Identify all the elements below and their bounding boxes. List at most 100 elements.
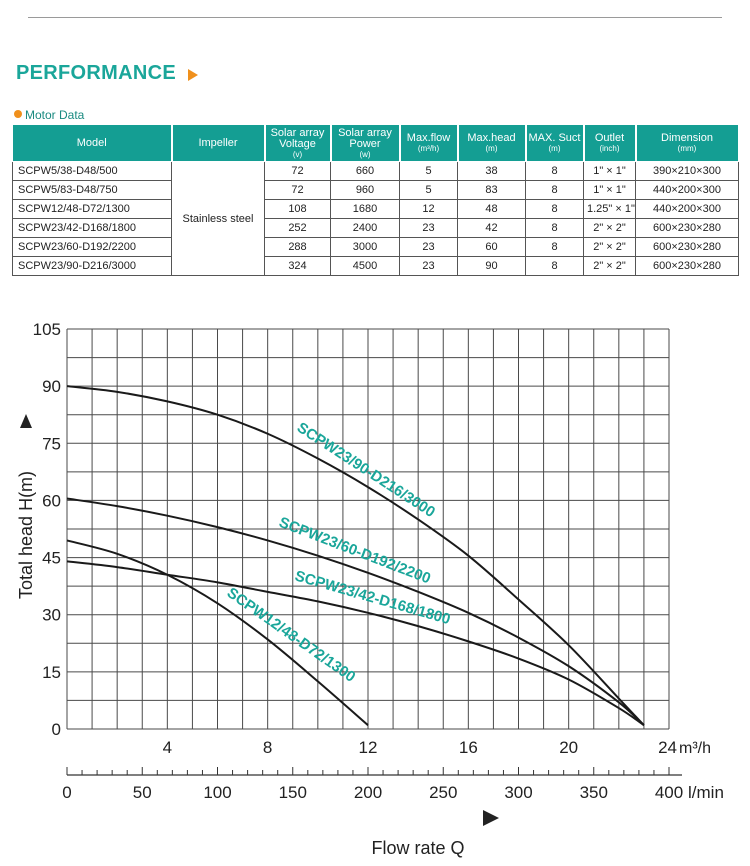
x-unit-top: m³/h	[679, 740, 711, 757]
y-tick-label: 75	[42, 434, 61, 453]
col-header-outlet: Outlet (inch)	[583, 124, 637, 162]
x-tick-label-lmin: 50	[133, 783, 152, 802]
cell-max-suct: 8	[525, 199, 584, 219]
y-tick-label: 60	[42, 491, 61, 510]
cell-power: 4500	[330, 256, 400, 276]
cell-power: 660	[330, 161, 400, 181]
y-tick-label: 105	[33, 320, 61, 339]
x-axis-label: Flow rate Q	[371, 838, 464, 858]
cell-max-suct: 8	[525, 256, 584, 276]
cell-max-suct: 8	[525, 161, 584, 181]
y-tick-label: 90	[42, 377, 61, 396]
x-tick-label-m3h: 16	[459, 738, 478, 757]
cell-max-flow: 12	[399, 199, 458, 219]
cell-max-suct: 8	[525, 180, 584, 200]
x-tick-label-m3h: 4	[163, 738, 172, 757]
cell-voltage: 252	[264, 218, 331, 238]
table-row: SCPW23/60-D192/2200 288 3000 23 60 8 2" …	[12, 237, 739, 257]
x-tick-label-m3h: 24	[658, 738, 677, 757]
cell-max-flow: 23	[399, 218, 458, 238]
performance-chart: 0 15 30 45 60 75 90 105 Total head H(m) 4 8 12 16 20 2…	[0, 300, 750, 866]
x-tick-label-lmin: 350	[580, 783, 608, 802]
y-axis-label: Total head H(m)	[16, 471, 36, 599]
x-axis-arrow-icon	[483, 810, 499, 826]
series-label: SCPW12/48-D72/1300	[224, 584, 359, 685]
page-title: PERFORMANCE	[16, 62, 176, 84]
y-tick-label: 45	[42, 549, 61, 568]
cell-power: 1680	[330, 199, 400, 219]
x-tick-label-lmin: 200	[354, 783, 382, 802]
y-tick-label: 30	[42, 606, 61, 625]
cell-voltage: 72	[264, 180, 331, 200]
cell-model: SCPW5/38-D48/500	[12, 161, 172, 181]
cell-dimension: 440×200×300	[635, 180, 739, 200]
top-divider	[28, 17, 722, 18]
table-row: SCPW12/48-D72/1300 108 1680 12 48 8 1.25…	[12, 199, 739, 219]
col-header-impeller: Impeller	[171, 124, 266, 162]
cell-max-head: 42	[457, 218, 526, 238]
bullet-dot-icon	[14, 109, 22, 118]
cell-model: SCPW12/48-D72/1300	[12, 199, 172, 219]
cell-max-head: 60	[457, 237, 526, 257]
col-header-voltage: Solar array Voltage (v)	[264, 124, 332, 162]
series-line	[66, 539, 369, 726]
col-header-max-suct: MAX. Suct (m)	[525, 124, 585, 162]
x-tick-label-lmin: 100	[203, 783, 231, 802]
cell-max-flow: 5	[399, 180, 458, 200]
x-tick-label-m3h: 8	[263, 738, 272, 757]
x-tick-label-lmin: 250	[429, 783, 457, 802]
table-row: SCPW23/42-D168/1800 252 2400 23 42 8 2" …	[12, 218, 739, 238]
cell-outlet: 1" × 1"	[583, 180, 636, 200]
cell-power: 2400	[330, 218, 400, 238]
motor-data-label: Motor Data	[14, 107, 84, 122]
motor-data-table: Model Impeller Solar array Voltage (v) So…	[12, 124, 740, 276]
col-header-max-head: Max.head (m)	[457, 124, 527, 162]
title-arrow-icon	[188, 69, 198, 81]
cell-voltage: 324	[264, 256, 331, 276]
cell-max-suct: 8	[525, 237, 584, 257]
cell-power: 960	[330, 180, 400, 200]
y-tick-label: 0	[52, 720, 61, 739]
cell-dimension: 600×230×280	[635, 237, 739, 257]
cell-impeller: Stainless steel	[171, 161, 265, 276]
cell-dimension: 440×200×300	[635, 199, 739, 219]
cell-power: 3000	[330, 237, 400, 257]
cell-model: SCPW23/60-D192/2200	[12, 237, 172, 257]
cell-outlet: 1.25" × 1"	[583, 199, 636, 219]
cell-max-flow: 5	[399, 161, 458, 181]
y-axis-arrow-icon	[20, 414, 32, 428]
cell-dimension: 600×230×280	[635, 256, 739, 276]
table-row: SCPW5/38-D48/500 Stainless steel 72 660 …	[12, 161, 739, 276]
cell-outlet: 1" × 1"	[583, 161, 636, 181]
col-header-max-flow: Max.flow (m³/h)	[399, 124, 459, 162]
cell-max-head: 48	[457, 199, 526, 219]
y-tick-label: 15	[42, 663, 61, 682]
cell-dimension: 390×210×300	[635, 161, 739, 181]
performance-chart-svg: 0 15 30 45 60 75 90 105 Total head H(m) 4 8 12 16 20 2…	[16, 320, 724, 858]
cell-outlet: 2" × 2"	[583, 256, 636, 276]
cell-outlet: 2" × 2"	[583, 218, 636, 238]
cell-dimension: 600×230×280	[635, 218, 739, 238]
x-tick-label-lmin: 150	[279, 783, 307, 802]
cell-model: SCPW23/42-D168/1800	[12, 218, 172, 238]
col-header-dimension: Dimension (mm)	[635, 124, 740, 162]
col-header-model: Model	[12, 124, 173, 162]
cell-max-flow: 23	[399, 237, 458, 257]
cell-max-flow: 23	[399, 256, 458, 276]
series-line	[66, 385, 645, 726]
cell-model: SCPW5/83-D48/750	[12, 180, 172, 200]
cell-model: SCPW23/90-D216/3000	[12, 256, 172, 276]
cell-max-head: 38	[457, 161, 526, 181]
cell-voltage: 108	[264, 199, 331, 219]
section-label: Motor Data	[25, 107, 85, 122]
x-tick-label-lmin: 400	[655, 783, 683, 802]
table-row: SCPW5/83-D48/750 72 960 5 83 8 1" × 1" 4…	[12, 180, 739, 200]
series-line	[66, 497, 645, 726]
cell-max-head: 83	[457, 180, 526, 200]
x-unit-bottom: l/min	[688, 783, 724, 802]
cell-outlet: 2" × 2"	[583, 237, 636, 257]
cell-voltage: 72	[264, 161, 331, 181]
table-row: SCPW23/90-D216/3000 324 4500 23 90 8 2" …	[12, 256, 739, 276]
cell-max-head: 90	[457, 256, 526, 276]
x-tick-label-m3h: 12	[359, 738, 378, 757]
